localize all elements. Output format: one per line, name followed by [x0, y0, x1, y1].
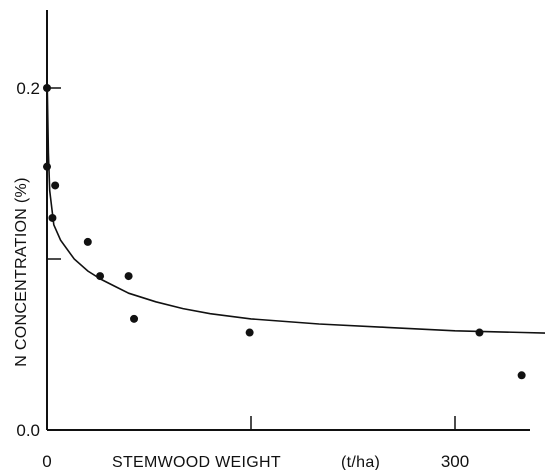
data-point — [130, 314, 139, 323]
x-tick-label: 300 — [441, 452, 469, 470]
data-point — [245, 328, 254, 337]
data-point — [517, 371, 526, 380]
y-tick-label: 0.2 — [16, 79, 40, 98]
tick-labels: 0 300 0.0 0.2 — [16, 79, 469, 470]
x-axis-unit: (t/ha) — [341, 454, 380, 470]
data-point — [51, 181, 60, 190]
y-axis-label: N CONCENTRATION (%) — [13, 177, 30, 366]
data-point — [48, 213, 57, 222]
data-point — [475, 328, 484, 337]
axes — [46, 10, 530, 431]
data-point — [124, 272, 133, 281]
data-points — [43, 84, 526, 380]
data-point — [83, 237, 92, 246]
ticks — [46, 87, 456, 431]
fitted-curve — [46, 70, 545, 334]
data-point — [43, 162, 51, 171]
data-point — [96, 272, 105, 281]
x-tick-label: 0 — [42, 452, 51, 470]
x-axis-label: STEMWOOD WEIGHT — [112, 454, 281, 470]
y-tick-label: 0.0 — [16, 421, 40, 440]
data-point — [43, 84, 51, 92]
